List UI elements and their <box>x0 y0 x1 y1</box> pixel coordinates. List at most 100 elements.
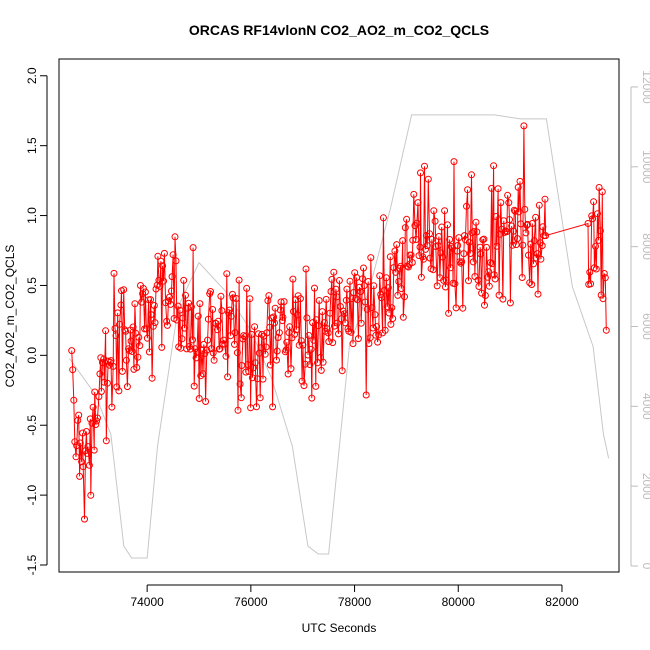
data-point <box>107 357 115 365</box>
data-point <box>114 309 122 317</box>
data-point <box>474 276 482 284</box>
data-point <box>282 346 290 354</box>
data-point <box>308 394 316 402</box>
x-tick-label: 82000 <box>545 595 579 609</box>
data-point <box>490 271 498 279</box>
data-point <box>362 391 370 399</box>
data-point <box>519 241 527 249</box>
data-point <box>103 379 111 387</box>
data-point <box>385 309 393 317</box>
data-point <box>147 296 154 304</box>
data-point <box>434 242 442 250</box>
data-point <box>391 247 399 255</box>
data-point <box>395 278 403 285</box>
data-point <box>532 213 540 221</box>
data-point <box>298 377 306 385</box>
data-point <box>349 340 357 348</box>
data-point <box>407 251 415 259</box>
data-point <box>150 302 158 309</box>
data-point <box>370 282 378 290</box>
data-point <box>417 169 424 177</box>
data-point <box>259 375 267 383</box>
data-point <box>168 273 176 281</box>
data-point <box>600 270 608 277</box>
data-point <box>266 323 274 331</box>
data-point <box>82 428 90 435</box>
data-point <box>269 403 277 411</box>
data-point <box>128 348 136 355</box>
data-point <box>410 190 418 198</box>
data-point <box>202 398 210 405</box>
data-point <box>494 185 502 193</box>
data-point <box>237 394 245 402</box>
data-point <box>274 334 282 341</box>
data-point <box>148 374 156 382</box>
data-point <box>343 285 351 293</box>
data-point <box>538 242 546 250</box>
data-point <box>392 268 400 276</box>
data-point <box>279 313 287 321</box>
data-point <box>233 349 241 357</box>
data-point <box>421 162 428 170</box>
data-point <box>199 370 207 378</box>
data-point <box>488 260 496 268</box>
data-point <box>485 282 493 290</box>
data-point <box>75 411 83 419</box>
data-point <box>286 323 294 331</box>
data-point <box>401 293 408 301</box>
data-point <box>93 417 101 425</box>
y-tick-label: 0.5 <box>25 277 39 294</box>
data-point <box>76 439 84 447</box>
data-point <box>113 383 121 391</box>
data-point <box>441 207 449 215</box>
data-point <box>296 295 304 303</box>
data-point <box>590 198 598 206</box>
data-point <box>303 314 311 322</box>
data-point <box>518 274 526 281</box>
data-point <box>509 241 516 249</box>
data-point <box>197 372 205 380</box>
data-point <box>408 259 416 266</box>
data-point <box>100 355 108 363</box>
data-point <box>217 292 225 300</box>
data-point <box>154 252 162 260</box>
data-point <box>318 308 326 316</box>
data-point <box>528 281 536 288</box>
data-point <box>169 251 177 259</box>
data-point <box>354 335 362 343</box>
data-point <box>537 255 545 263</box>
data-point <box>301 360 309 368</box>
data-point <box>243 284 251 292</box>
data-point <box>92 421 100 428</box>
data-point <box>530 237 538 245</box>
data-point <box>592 265 600 273</box>
data-point <box>599 295 607 303</box>
data-point <box>127 337 135 345</box>
data-point <box>367 254 375 262</box>
data-point <box>69 366 77 374</box>
data-point <box>200 340 208 348</box>
data-point <box>324 329 332 337</box>
data-point <box>475 283 483 290</box>
data-point <box>460 250 468 258</box>
data-point <box>147 311 155 319</box>
data-point <box>320 319 328 327</box>
data-point <box>81 515 88 523</box>
data-point <box>437 249 445 257</box>
data-point <box>273 347 281 355</box>
data-point <box>491 275 499 283</box>
data-point <box>356 283 363 291</box>
data-point <box>244 361 252 369</box>
data-point <box>415 252 423 260</box>
data-point <box>513 235 521 243</box>
data-point <box>413 219 421 227</box>
data-point <box>477 250 485 258</box>
data-point <box>253 403 260 411</box>
data-point <box>539 223 547 231</box>
data-point <box>226 306 234 314</box>
data-point <box>223 270 231 278</box>
data-point <box>173 316 181 324</box>
data-point <box>323 325 331 333</box>
data-point <box>136 342 144 350</box>
